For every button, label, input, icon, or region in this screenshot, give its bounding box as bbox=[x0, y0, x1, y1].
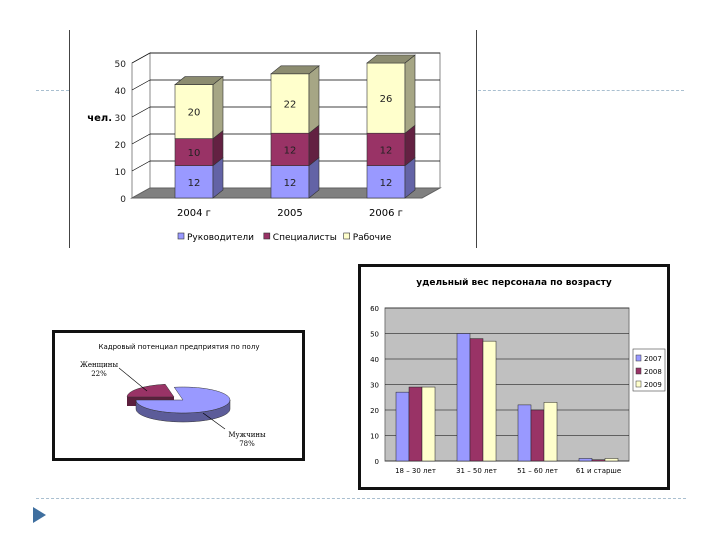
bar-value-label: 12 bbox=[284, 178, 297, 189]
gridline-diag bbox=[131, 160, 151, 172]
pie-label: Мужчины bbox=[228, 431, 266, 439]
bar bbox=[408, 386, 423, 462]
bar-value-label: 12 bbox=[380, 145, 393, 156]
gridline-diag bbox=[131, 52, 151, 64]
y-tick-label: 0 bbox=[120, 195, 126, 205]
bullet-arrow-icon bbox=[33, 507, 46, 523]
bar-value-label: 12 bbox=[188, 178, 201, 189]
bar-value-label: 12 bbox=[380, 178, 393, 189]
bar bbox=[578, 458, 593, 462]
bar-value-label: 10 bbox=[188, 148, 201, 159]
bar-top bbox=[366, 54, 416, 64]
y-tick-label: 20 bbox=[115, 141, 127, 151]
x-tick-label: 2005 bbox=[277, 208, 302, 219]
top-left-divider bbox=[36, 90, 69, 91]
pie-slice bbox=[126, 383, 175, 398]
y-tick-label: 50 bbox=[370, 331, 379, 339]
bar-value-label: 20 bbox=[188, 108, 201, 119]
legend-swatch bbox=[177, 232, 185, 240]
chart1-right-border bbox=[476, 30, 477, 248]
bar-value-label: 26 bbox=[380, 94, 393, 105]
chart-title: удельный вес персонала по возрасту bbox=[416, 278, 612, 288]
staff-category-chart: 0 10 20 30 40 50 чел. 12 10 20 2004 г 12 12 22 2005 12 1… bbox=[70, 28, 476, 250]
bar-segment-side bbox=[404, 54, 416, 134]
leader-line bbox=[118, 367, 148, 392]
bar-top bbox=[174, 76, 224, 85]
legend-label: Руководители bbox=[187, 233, 254, 243]
y-tick-label: 0 bbox=[375, 458, 379, 466]
legend-swatch bbox=[635, 367, 642, 375]
chart1-left-border bbox=[69, 30, 70, 248]
bar-value-label: 12 bbox=[284, 145, 297, 156]
y-tick-label: 20 bbox=[370, 407, 379, 415]
age-chart-svg: удельный вес персонала по возрасту 0 10 20 3… bbox=[370, 278, 666, 475]
y-tick-label: 40 bbox=[115, 87, 127, 97]
legend-swatch bbox=[635, 380, 642, 388]
bar-segment bbox=[174, 165, 214, 199]
y-tick-label: 40 bbox=[370, 356, 379, 364]
legend-label: Специалисты bbox=[273, 233, 337, 243]
pie-slice bbox=[135, 386, 231, 414]
x-tick-label: 18 – 30 лет bbox=[395, 467, 436, 475]
legend-swatch bbox=[343, 232, 351, 240]
chart-title: Кадровый потенциал предприятия по полу bbox=[99, 343, 260, 351]
pie-value-label: 22% bbox=[91, 370, 107, 378]
bar-segment bbox=[270, 165, 310, 199]
legend-swatch bbox=[635, 354, 642, 362]
bar-segment bbox=[270, 132, 310, 166]
bar bbox=[469, 338, 484, 462]
bottom-divider bbox=[36, 498, 686, 499]
side-wall bbox=[131, 52, 151, 199]
y-tick-label: 60 bbox=[370, 305, 379, 313]
staff-category-chart-svg: 0 10 20 30 40 50 чел. 12 10 20 2004 г 12 12 22 2005 12 1… bbox=[87, 52, 442, 243]
bar bbox=[604, 458, 619, 462]
x-tick-label: 51 – 60 лет bbox=[517, 467, 558, 475]
legend-label: 2007 bbox=[644, 355, 662, 363]
pie-value-label: 78% bbox=[239, 440, 255, 448]
x-tick-label: 2004 г bbox=[177, 208, 211, 219]
bar bbox=[456, 333, 471, 462]
bar-segment bbox=[174, 138, 214, 166]
x-tick-label: 31 – 50 лет bbox=[456, 467, 497, 475]
gender-chart-frame: Кадровый потенциал предприятия по полу Же… bbox=[52, 330, 305, 461]
bar bbox=[482, 340, 497, 462]
gridline-diag bbox=[131, 133, 151, 145]
y-tick-label: 10 bbox=[370, 433, 379, 441]
pie-label: Женщины bbox=[80, 361, 119, 369]
bar-value-label: 22 bbox=[284, 100, 297, 111]
x-tick-label: 2006 г bbox=[369, 208, 403, 219]
bar bbox=[591, 459, 606, 462]
y-axis-label: чел. bbox=[87, 113, 112, 124]
gender-chart-svg: Кадровый потенциал предприятия по полу Же… bbox=[80, 343, 266, 448]
legend-swatch bbox=[263, 232, 271, 240]
x-tick-label: 61 и старше bbox=[576, 467, 621, 475]
top-right-divider bbox=[478, 90, 684, 91]
leader-line bbox=[202, 412, 226, 430]
y-tick-label: 50 bbox=[115, 60, 127, 70]
legend-label: 2009 bbox=[644, 381, 662, 389]
bar-segment-side bbox=[308, 65, 320, 134]
bar bbox=[421, 386, 436, 462]
bar bbox=[543, 402, 558, 462]
y-tick-label: 30 bbox=[115, 114, 127, 124]
bar bbox=[395, 391, 410, 462]
bar bbox=[517, 404, 532, 462]
y-tick-label: 30 bbox=[370, 382, 379, 390]
bar-top bbox=[270, 65, 320, 75]
bar bbox=[530, 409, 545, 462]
gridline-diag bbox=[131, 106, 151, 118]
legend-label: Рабочие bbox=[353, 233, 392, 243]
legend-label: 2008 bbox=[644, 368, 662, 376]
bar-segment-side bbox=[212, 75, 224, 140]
age-chart-frame: удельный вес персонала по возрасту 0 10 20 3… bbox=[358, 264, 670, 490]
gridline-diag bbox=[131, 79, 151, 91]
bar-segment bbox=[174, 84, 214, 139]
bar-segment bbox=[366, 165, 406, 199]
y-tick-label: 10 bbox=[115, 168, 127, 178]
